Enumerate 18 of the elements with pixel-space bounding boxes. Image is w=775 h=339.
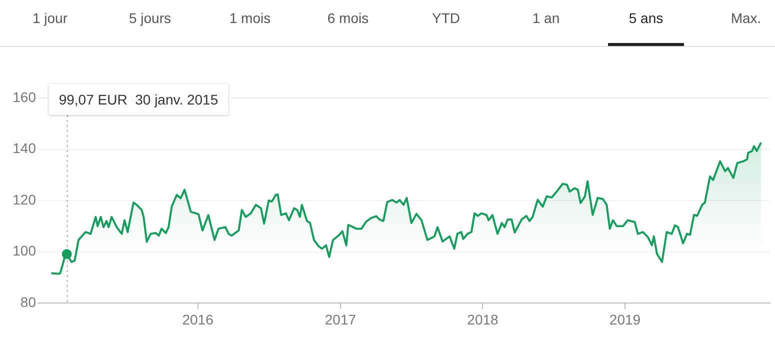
text: 1 jour <box>32 10 68 26</box>
y-tick-label: 120 <box>12 191 36 208</box>
x-tick-label: 2016 <box>182 311 214 328</box>
text: Max. <box>730 10 762 26</box>
x-tick-label: 2017 <box>324 311 356 328</box>
text: 5 ans <box>628 10 664 26</box>
text: 6 mois <box>327 10 369 26</box>
text: 5 jours <box>128 10 172 26</box>
y-tick-label: 80 <box>20 294 36 310</box>
text: 1 an <box>532 10 560 26</box>
x-tick-label: 2019 <box>609 311 641 328</box>
text: YTD <box>432 10 460 26</box>
y-tick-label: 140 <box>12 140 36 156</box>
ref-line-label: 99,07 EUR 30 janv. 2015 <box>58 91 218 108</box>
x-tick-label: 2018 <box>467 311 499 328</box>
y-tick-label: 100 <box>12 242 36 259</box>
text: 1 mois <box>229 10 271 26</box>
y-tick-label: 160 <box>12 88 36 105</box>
